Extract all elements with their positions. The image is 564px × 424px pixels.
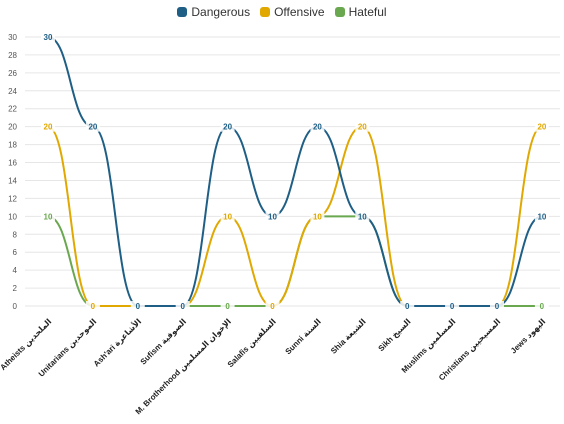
- series-lines: [47, 36, 543, 308]
- y-tick-label: 2: [13, 284, 18, 293]
- data-label: 0: [270, 302, 275, 311]
- data-label-bg: [400, 301, 415, 311]
- x-tick-label: Sikh السيخ: [377, 317, 413, 353]
- x-tick-label: Sunni السنة: [284, 317, 323, 356]
- data-label-bg: [85, 301, 100, 311]
- legend-swatch: [260, 7, 271, 17]
- data-label: 20: [44, 123, 53, 132]
- data-label-bg: [534, 121, 549, 132]
- data-label: 20: [358, 123, 367, 132]
- y-tick-label: 22: [8, 105, 17, 114]
- data-label: 20: [313, 123, 322, 132]
- data-label: 20: [223, 123, 232, 132]
- legend-swatch: [334, 7, 345, 17]
- x-tick-label: M. Brotherhood الإخوان المسلمين: [134, 317, 233, 416]
- data-label: 20: [88, 123, 97, 132]
- data-labels: 30 20 0 0 20 10 20 10 0 0 0 10 20 0 10 0 10 20 20 10 0 0: [41, 32, 549, 311]
- data-label-bg: [534, 301, 549, 311]
- data-label: 0: [495, 302, 500, 311]
- data-label-bg: [355, 121, 370, 132]
- legend-swatch: [177, 7, 188, 17]
- data-label: 0: [540, 302, 545, 311]
- data-label: 0: [180, 302, 185, 311]
- data-label: 10: [44, 212, 53, 221]
- legend: Dangerous Offensive Hateful: [0, 5, 564, 19]
- y-tick-label: 14: [8, 176, 17, 185]
- legend-item[interactable]: Dangerous: [177, 5, 250, 19]
- gridlines: [25, 36, 560, 307]
- data-label: 0: [450, 302, 455, 311]
- y-tick-label: 10: [8, 212, 17, 221]
- x-tick-label: Jews اليهود: [509, 317, 548, 356]
- y-tick-label: 26: [8, 69, 17, 78]
- data-label: 30: [44, 33, 53, 42]
- series-line-dangerous: [47, 36, 543, 307]
- data-label-bg: [220, 211, 235, 222]
- data-label: 10: [313, 212, 322, 221]
- data-label: 10: [537, 212, 546, 221]
- data-label-bg: [265, 301, 280, 311]
- data-label-bg: [41, 121, 55, 132]
- data-label-bg: [41, 32, 55, 42]
- x-tick-label: Ash'ari الأشاعرة: [91, 316, 143, 368]
- data-label: 0: [405, 302, 410, 311]
- data-label-bg: [175, 301, 190, 311]
- data-label-bg: [265, 211, 280, 222]
- data-label: 20: [537, 123, 546, 132]
- data-label-bg: [220, 301, 235, 311]
- data-label-bg: [534, 211, 549, 222]
- data-label-bg: [310, 211, 325, 222]
- data-label-bg: [490, 301, 504, 311]
- y-tick-label: 24: [8, 87, 17, 96]
- x-tick-label: Sufism الصوفية: [139, 317, 189, 367]
- x-tick-label: Shia الشيعة: [329, 317, 368, 356]
- y-tick-label: 16: [8, 159, 17, 168]
- data-label-bg: [85, 121, 100, 132]
- y-tick-label: 12: [8, 194, 17, 203]
- legend-label: Hateful: [348, 5, 387, 19]
- y-tick-label: 28: [8, 51, 17, 60]
- y-tick-label: 18: [8, 141, 17, 150]
- legend-item[interactable]: Offensive: [260, 5, 325, 19]
- data-label: 0: [91, 302, 96, 311]
- data-label-bg: [355, 211, 370, 222]
- legend-label: Dangerous: [191, 5, 251, 19]
- x-tick-label: Salafis السلفيين: [226, 317, 278, 369]
- data-label-bg: [130, 301, 145, 311]
- data-label: 0: [136, 302, 141, 311]
- data-label-bg: [310, 121, 325, 132]
- data-label: 10: [268, 212, 277, 221]
- data-label-bg: [41, 211, 55, 222]
- data-label: 10: [223, 212, 232, 221]
- legend-item[interactable]: Hateful: [334, 5, 387, 19]
- y-tick-label: 30: [8, 33, 17, 42]
- y-tick-label: 0: [13, 302, 18, 311]
- y-tick-label: 4: [13, 266, 18, 275]
- legend-label: Offensive: [274, 5, 325, 19]
- data-label-bg: [445, 301, 460, 311]
- y-tick-label: 8: [13, 230, 18, 239]
- data-label: 0: [225, 302, 230, 311]
- y-tick-label: 20: [8, 123, 17, 132]
- data-label: 10: [358, 212, 367, 221]
- data-label-bg: [220, 121, 235, 132]
- y-tick-label: 6: [13, 248, 18, 257]
